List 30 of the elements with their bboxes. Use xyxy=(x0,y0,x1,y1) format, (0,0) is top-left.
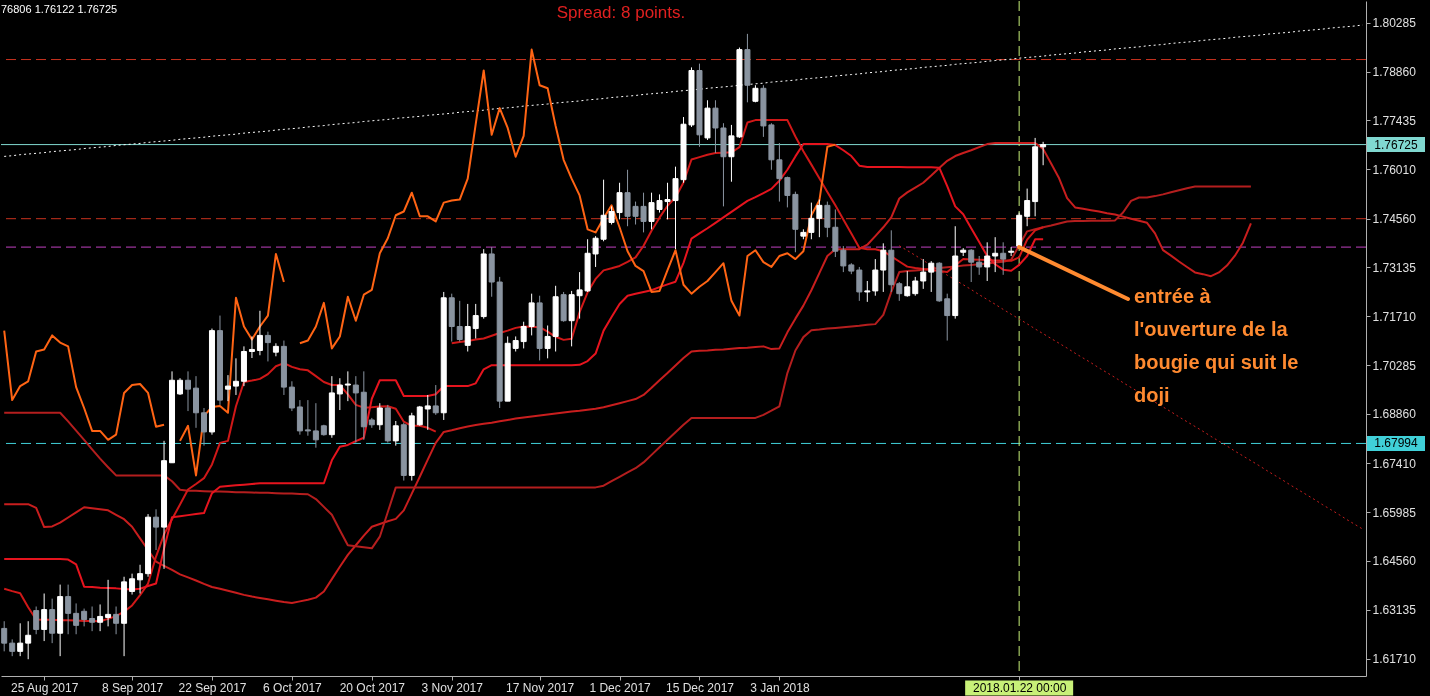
x-tick-label: 1 Dec 2017 xyxy=(589,680,652,695)
annotation: entrée à l'ouverture de la bougie qui suit le doji xyxy=(1134,285,1299,406)
x-tick-label: 15 Dec 2017 xyxy=(665,680,735,695)
x-tick-label: 6 Oct 2017 xyxy=(263,680,323,695)
y-tick-label: 1.78860 xyxy=(1372,65,1417,80)
annotation: 76806 1.76122 1.76725 xyxy=(1,3,118,15)
chart-title: Spread: 8 points. xyxy=(556,3,686,22)
y-tick-label: 1.77435 xyxy=(1372,113,1417,128)
x-tick-label: 8 Sep 2017 xyxy=(101,680,164,695)
y-tick-label: 1.74560 xyxy=(1372,212,1417,227)
y-tick-label: 1.70285 xyxy=(1372,358,1417,373)
x-tick-label: 3 Jan 2018 xyxy=(750,680,810,695)
y-tick-label: 1.76010 xyxy=(1372,162,1417,177)
x-tick-label: 3 Nov 2017 xyxy=(421,680,484,695)
ref-line-label: 1.67994 xyxy=(1374,436,1419,451)
y-tick-label: 1.65985 xyxy=(1372,505,1417,520)
y-tick-label: 1.73135 xyxy=(1372,260,1417,275)
x-tick-label: 25 Aug 2017 xyxy=(10,680,79,695)
y-tick-label: 1.63135 xyxy=(1372,603,1417,618)
ref-line-label: 1.76725 xyxy=(1374,137,1419,152)
x-tick-label: 2018.01.22 00:00 xyxy=(972,680,1067,695)
y-tick-label: 1.61710 xyxy=(1372,652,1417,667)
y-tick-label: 1.71710 xyxy=(1372,309,1417,324)
y-tick-label: 1.64560 xyxy=(1372,554,1417,569)
x-tick-label: 20 Oct 2017 xyxy=(339,680,406,695)
x-tick-label: 17 Nov 2017 xyxy=(506,680,575,695)
y-tick-label: 1.68860 xyxy=(1372,407,1417,422)
y-tick-label: 1.67410 xyxy=(1372,456,1417,471)
x-tick-label: 22 Sep 2017 xyxy=(178,680,247,695)
y-tick-label: 1.80285 xyxy=(1372,16,1417,31)
